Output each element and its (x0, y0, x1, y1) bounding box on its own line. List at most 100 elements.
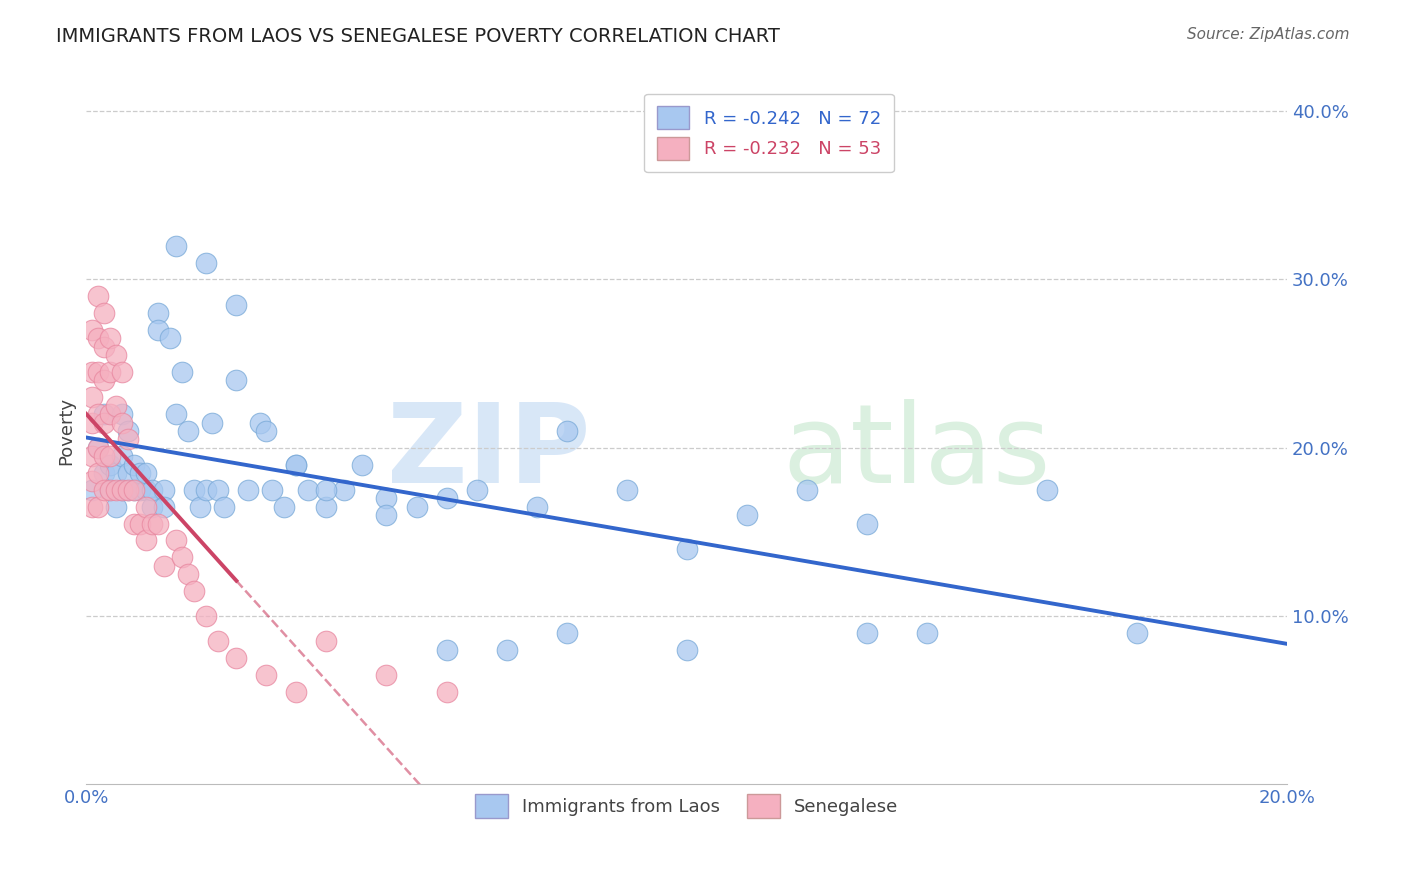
Point (87, 441, 110, 455)
Point (172, 365, 194, 379)
Point (159, 331, 181, 345)
Point (915, 626, 938, 640)
Point (141, 483, 163, 497)
Point (111, 483, 134, 497)
Point (165, 533, 187, 548)
Point (225, 651, 247, 665)
Point (285, 458, 308, 472)
Point (315, 634, 337, 648)
Point (98, 483, 121, 497)
Point (195, 255, 218, 269)
Point (93, 373, 115, 387)
Point (285, 685, 308, 699)
Point (172, 550, 194, 565)
Point (93, 416, 115, 430)
Point (165, 407, 187, 421)
Point (285, 458, 308, 472)
Point (124, 458, 146, 472)
Point (225, 298, 247, 312)
Point (117, 466, 139, 480)
Point (616, 483, 638, 497)
Point (117, 483, 139, 497)
Point (153, 500, 176, 514)
Point (117, 483, 139, 497)
Text: ZIP: ZIP (387, 399, 591, 506)
Point (436, 685, 458, 699)
Point (526, 500, 548, 514)
Point (675, 642, 697, 657)
Point (87, 289, 110, 303)
Point (495, 642, 517, 657)
Point (735, 508, 758, 522)
Point (165, 239, 187, 253)
Point (98, 483, 121, 497)
Point (141, 516, 163, 531)
Point (405, 500, 427, 514)
Point (135, 500, 157, 514)
Point (87, 407, 110, 421)
Text: IMMIGRANTS FROM LAOS VS SENEGALESE POVERTY CORRELATION CHART: IMMIGRANTS FROM LAOS VS SENEGALESE POVER… (56, 27, 780, 45)
Point (82, 475, 104, 489)
Point (177, 567, 200, 582)
Point (555, 424, 578, 438)
Point (82, 323, 104, 337)
Point (1126, 626, 1149, 640)
Point (105, 399, 128, 413)
Point (98, 458, 121, 472)
Point (98, 407, 121, 421)
Point (262, 483, 284, 497)
Point (105, 500, 128, 514)
Point (111, 449, 134, 463)
Point (183, 483, 205, 497)
Point (207, 634, 229, 648)
Point (153, 558, 176, 573)
Point (82, 483, 104, 497)
Point (93, 407, 115, 421)
Point (555, 626, 578, 640)
Point (436, 491, 458, 506)
Point (225, 373, 247, 387)
Text: Source: ZipAtlas.com: Source: ZipAtlas.com (1187, 27, 1350, 42)
Point (153, 483, 176, 497)
Point (148, 516, 170, 531)
Point (87, 466, 110, 480)
Point (93, 340, 115, 354)
Point (183, 583, 205, 598)
Point (141, 500, 163, 514)
Point (856, 626, 879, 640)
Point (796, 483, 818, 497)
Point (856, 516, 879, 531)
Point (195, 483, 218, 497)
Point (190, 500, 212, 514)
Point (93, 449, 115, 463)
Point (111, 365, 134, 379)
Point (111, 483, 134, 497)
Point (124, 483, 146, 497)
Point (148, 306, 170, 320)
Legend: Immigrants from Laos, Senegalese: Immigrants from Laos, Senegalese (468, 788, 905, 825)
Point (93, 306, 115, 320)
Point (465, 483, 488, 497)
Point (375, 491, 398, 506)
Point (238, 483, 260, 497)
Point (87, 500, 110, 514)
Point (254, 424, 277, 438)
Point (124, 516, 146, 531)
Point (333, 483, 356, 497)
Point (177, 424, 200, 438)
Point (254, 668, 277, 682)
Point (129, 466, 152, 480)
Point (117, 433, 139, 447)
Text: atlas: atlas (783, 399, 1052, 506)
Point (117, 424, 139, 438)
Point (129, 483, 152, 497)
Point (214, 500, 236, 514)
Point (135, 483, 157, 497)
Point (201, 416, 224, 430)
Point (111, 407, 134, 421)
Point (98, 449, 121, 463)
Point (135, 533, 157, 548)
Point (105, 466, 128, 480)
Point (111, 416, 134, 430)
Point (249, 416, 271, 430)
